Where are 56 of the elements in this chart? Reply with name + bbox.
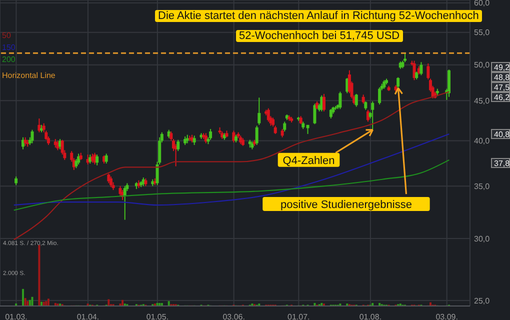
- bar: [45, 301, 48, 306]
- candlestick: [366, 109, 370, 122]
- x-tick-label: 01.07.: [288, 312, 310, 320]
- y-tick-label: 35,0: [474, 182, 490, 191]
- text: 49,2: [491, 62, 510, 72]
- y-tick-label: 60,0: [474, 0, 490, 8]
- candlestick: [283, 121, 286, 132]
- text: 200: [2, 54, 16, 66]
- text: 48,8: [491, 72, 510, 82]
- candlestick: [322, 93, 326, 112]
- text: 37,8: [491, 158, 510, 168]
- candlestick: [396, 76, 400, 89]
- text: 150: [2, 42, 16, 54]
- candlestick: [107, 173, 110, 184]
- candlestick: [448, 69, 451, 98]
- y-tick-label: 25,0: [474, 296, 490, 306]
- candlestick: [258, 97, 261, 126]
- candlestick: [96, 154, 99, 166]
- text: 52-Wochenhoch bei 51,745 USD: [236, 30, 403, 42]
- y-tick-label: 45,0: [474, 96, 490, 106]
- y-tick-label: 55,0: [474, 28, 490, 38]
- bar: [24, 298, 26, 306]
- x-tick-label: 03.06.: [222, 312, 245, 320]
- candlestick: [362, 94, 365, 104]
- bar: [122, 300, 124, 306]
- candlestick: [209, 128, 212, 140]
- candlestick: [313, 103, 316, 125]
- text: 46,2: [491, 92, 510, 102]
- candlestick: [338, 91, 342, 110]
- y-tick-label: 50,0: [474, 60, 490, 70]
- bar: [168, 301, 170, 306]
- candlestick: [176, 139, 180, 152]
- text: 50: [2, 30, 12, 42]
- x-tick-label: 01.04.: [76, 312, 100, 320]
- candlestick: [118, 186, 122, 196]
- annotation: Q4-Zahlen: [282, 154, 335, 167]
- candlestick: [378, 86, 382, 105]
- text: 47,5: [491, 82, 510, 92]
- bar: [22, 288, 24, 306]
- x-tick-label: 01.03.: [5, 312, 28, 320]
- bar: [38, 245, 40, 306]
- ref-line-label: Horizontal Line: [2, 70, 56, 82]
- y-tick-label: 40,0: [474, 136, 490, 146]
- candlestick: [371, 100, 374, 130]
- y-tick-label: 30,0: [474, 234, 490, 244]
- bar: [31, 296, 34, 306]
- x-tick-label: 01.08.: [359, 312, 382, 320]
- text: Die Aktie startet den nächsten Anlauf in Richtung 52-Wochenhoch: [155, 10, 482, 22]
- annotation: positive Studienergebnisse: [280, 199, 412, 212]
- candlestick: [30, 129, 34, 144]
- x-tick-label: 03.09.: [436, 312, 458, 320]
- text: 40,8: [491, 129, 510, 139]
- x-tick-label: 01.05.: [146, 312, 169, 320]
- bar: [47, 298, 50, 306]
- candlestick: [109, 176, 112, 188]
- candlestick: [123, 186, 126, 220]
